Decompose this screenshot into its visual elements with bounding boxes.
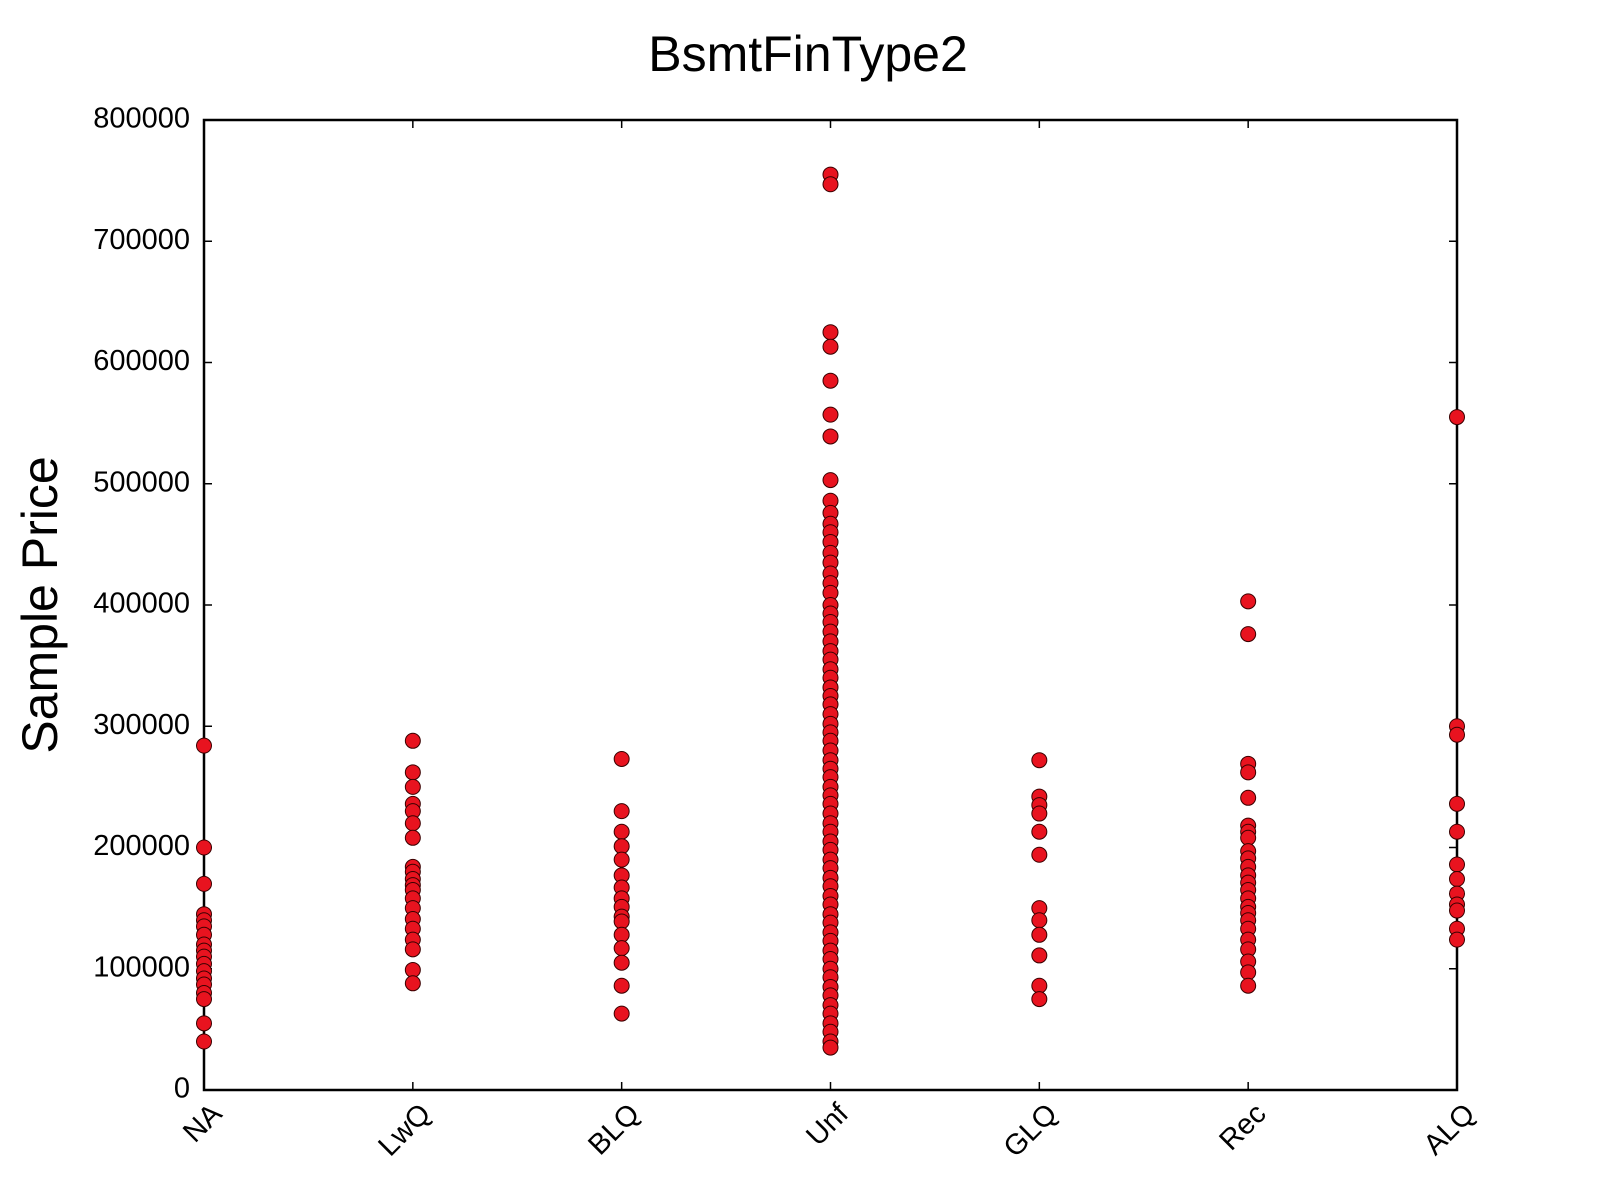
x-tick-label: Rec (1213, 1098, 1272, 1157)
point (1031, 977, 1048, 994)
x-tick-label: NA (177, 1097, 229, 1149)
point (1031, 991, 1048, 1008)
point (1240, 593, 1257, 610)
point (1031, 926, 1048, 943)
chart-title: BsmtFinType2 (648, 26, 968, 82)
point (1449, 931, 1465, 948)
point (196, 839, 212, 856)
point (613, 838, 630, 855)
point (1449, 856, 1465, 873)
point (822, 372, 839, 389)
point (404, 778, 421, 795)
x-tick-label: LwQ (372, 1098, 437, 1163)
x-tick-label: GLQ (998, 1098, 1064, 1164)
point (404, 941, 421, 958)
point (1031, 823, 1048, 840)
point (822, 1039, 839, 1056)
point (613, 823, 630, 840)
point (1240, 829, 1257, 846)
point (613, 913, 630, 930)
y-tick-label: 600000 (93, 345, 190, 377)
point (822, 176, 839, 193)
y-tick-label: 800000 (93, 103, 190, 135)
y-tick-label: 500000 (93, 466, 190, 498)
y-tick-label: 0 (174, 1073, 190, 1105)
x-tick-label: BLQ (582, 1098, 646, 1162)
y-tick-label: 300000 (93, 709, 190, 741)
x-tick-label: ALQ (1418, 1098, 1482, 1162)
point (1449, 726, 1465, 743)
y-tick-label: 100000 (93, 951, 190, 983)
point (1031, 752, 1048, 769)
point (1449, 409, 1465, 426)
point (613, 851, 630, 868)
point (613, 926, 630, 943)
point (1240, 789, 1257, 806)
point (613, 750, 630, 767)
point (1031, 846, 1048, 863)
point (613, 803, 630, 820)
point (822, 338, 839, 355)
y-tick-label: 200000 (93, 830, 190, 862)
point (1449, 823, 1465, 840)
y-axis-label: Sample Price (12, 456, 68, 753)
point (613, 977, 630, 994)
point (613, 940, 630, 957)
point (1240, 626, 1257, 643)
point (196, 1033, 212, 1050)
point (613, 954, 630, 971)
point (404, 764, 421, 781)
point (404, 961, 421, 978)
point (1240, 764, 1257, 781)
point (1240, 977, 1257, 994)
point (1031, 912, 1048, 929)
point (822, 324, 839, 341)
y-tick-label: 400000 (93, 588, 190, 620)
point (404, 732, 421, 749)
point (1240, 964, 1257, 981)
point (822, 472, 839, 489)
point (1449, 902, 1465, 919)
point (613, 1005, 630, 1022)
point (196, 1015, 212, 1032)
point (1031, 947, 1048, 964)
point (404, 975, 421, 992)
point (196, 737, 212, 754)
point (822, 428, 839, 445)
point (404, 815, 421, 832)
y-tick-label: 700000 (93, 224, 190, 256)
point (1031, 805, 1048, 822)
point (404, 829, 421, 846)
point (196, 875, 212, 892)
point (822, 406, 839, 423)
point (196, 991, 212, 1008)
point (1449, 871, 1465, 888)
x-tick-label: Unf (800, 1097, 855, 1152)
point (1449, 795, 1465, 812)
